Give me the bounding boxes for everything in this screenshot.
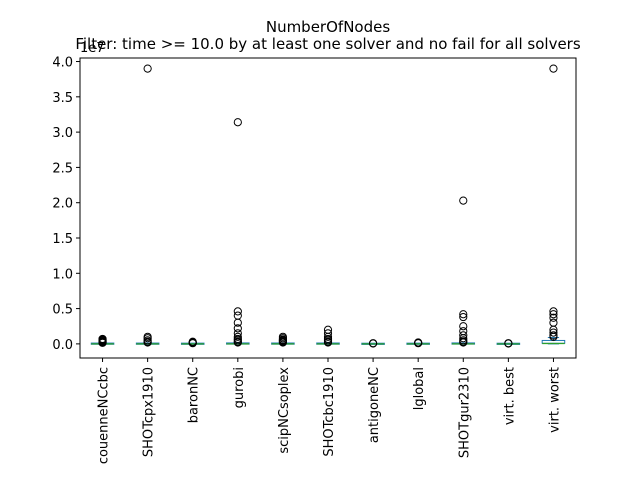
x-tick-label-9: virt. best xyxy=(502,367,517,425)
outlier-1-2 xyxy=(143,334,152,343)
axes-frame xyxy=(79,57,577,359)
y-tick-label-5: 2.5 xyxy=(52,161,73,176)
outlier-3-0 xyxy=(233,118,242,127)
x-tick-label-0: couenneNCcbc xyxy=(97,367,112,464)
outlier-8-9 xyxy=(459,338,468,347)
y-tick-label-2: 1.0 xyxy=(52,267,73,282)
outlier-3-4 xyxy=(233,324,242,333)
y-tick-label-8: 4.0 xyxy=(52,56,73,71)
plot-area: 0.0 0.5 1.0 1.5 2.0 2.5 3.0 3.5 4.0 couenneNCcbc S… xyxy=(52,56,566,464)
x-tick-label-10: virt. worst xyxy=(547,367,562,433)
chart-subtitle: Filter: time >= 10.0 by at least one sol… xyxy=(75,35,581,53)
x-tick-label-6: antigoneNC xyxy=(367,367,382,443)
outlier-3-6 xyxy=(233,332,242,341)
chart-title: NumberOfNodes xyxy=(266,18,390,36)
y-tick-label-4: 2.0 xyxy=(52,197,73,212)
y-offset-label: 1e7 xyxy=(80,41,105,56)
outlier-3-3 xyxy=(233,318,242,327)
outlier-10-0 xyxy=(549,64,558,73)
outlier-9-1 xyxy=(504,339,513,348)
outlier-8-1 xyxy=(459,310,468,319)
outlier-5-2 xyxy=(323,332,333,341)
x-tick-label-7: lglobal xyxy=(412,367,427,410)
outlier-2-3 xyxy=(188,339,197,348)
outlier-5-6 xyxy=(323,338,333,347)
y-tick-label-1: 0.5 xyxy=(52,303,73,318)
outlier-10-2 xyxy=(549,310,558,319)
x-tick-label-2: baronNC xyxy=(187,367,202,423)
outlier-10-6 xyxy=(549,328,558,337)
outlier-10-3 xyxy=(549,313,558,322)
outlier-6-1 xyxy=(368,339,378,348)
outlier-10-4 xyxy=(549,318,558,327)
outlier-3-1 xyxy=(233,307,242,316)
outlier-8-6 xyxy=(459,334,468,343)
outlier-1-5 xyxy=(143,338,152,347)
x-tick-label-3: gurobi xyxy=(232,367,247,408)
outlier-10-8 xyxy=(549,332,558,341)
x-tick-label-5: SHOTcbc1910 xyxy=(322,367,337,457)
outlier-0-8 xyxy=(98,338,107,347)
y-tick-label-0: 0.0 xyxy=(52,338,73,353)
outlier-1-0 xyxy=(143,64,152,73)
y-tick-label-3: 1.5 xyxy=(52,232,73,247)
outlier-3-10 xyxy=(233,338,242,347)
outlier-8-4 xyxy=(459,327,468,336)
outlier-4-6 xyxy=(278,338,288,347)
x-tick-label-1: SHOTcpx1910 xyxy=(142,367,157,457)
outlier-3-2 xyxy=(233,311,242,320)
x-tick-label-8: SHOTgur2310 xyxy=(457,367,472,458)
y-tick-label-6: 3.0 xyxy=(52,126,73,141)
y-tick-label-7: 3.5 xyxy=(52,91,73,106)
outlier-8-3 xyxy=(459,322,468,331)
outlier-8-0 xyxy=(459,196,468,205)
x-tick-label-4: scipNCsoplex xyxy=(277,367,292,454)
outlier-8-2 xyxy=(459,312,468,322)
outlier-10-1 xyxy=(549,307,558,316)
outlier-7-2 xyxy=(414,339,423,348)
